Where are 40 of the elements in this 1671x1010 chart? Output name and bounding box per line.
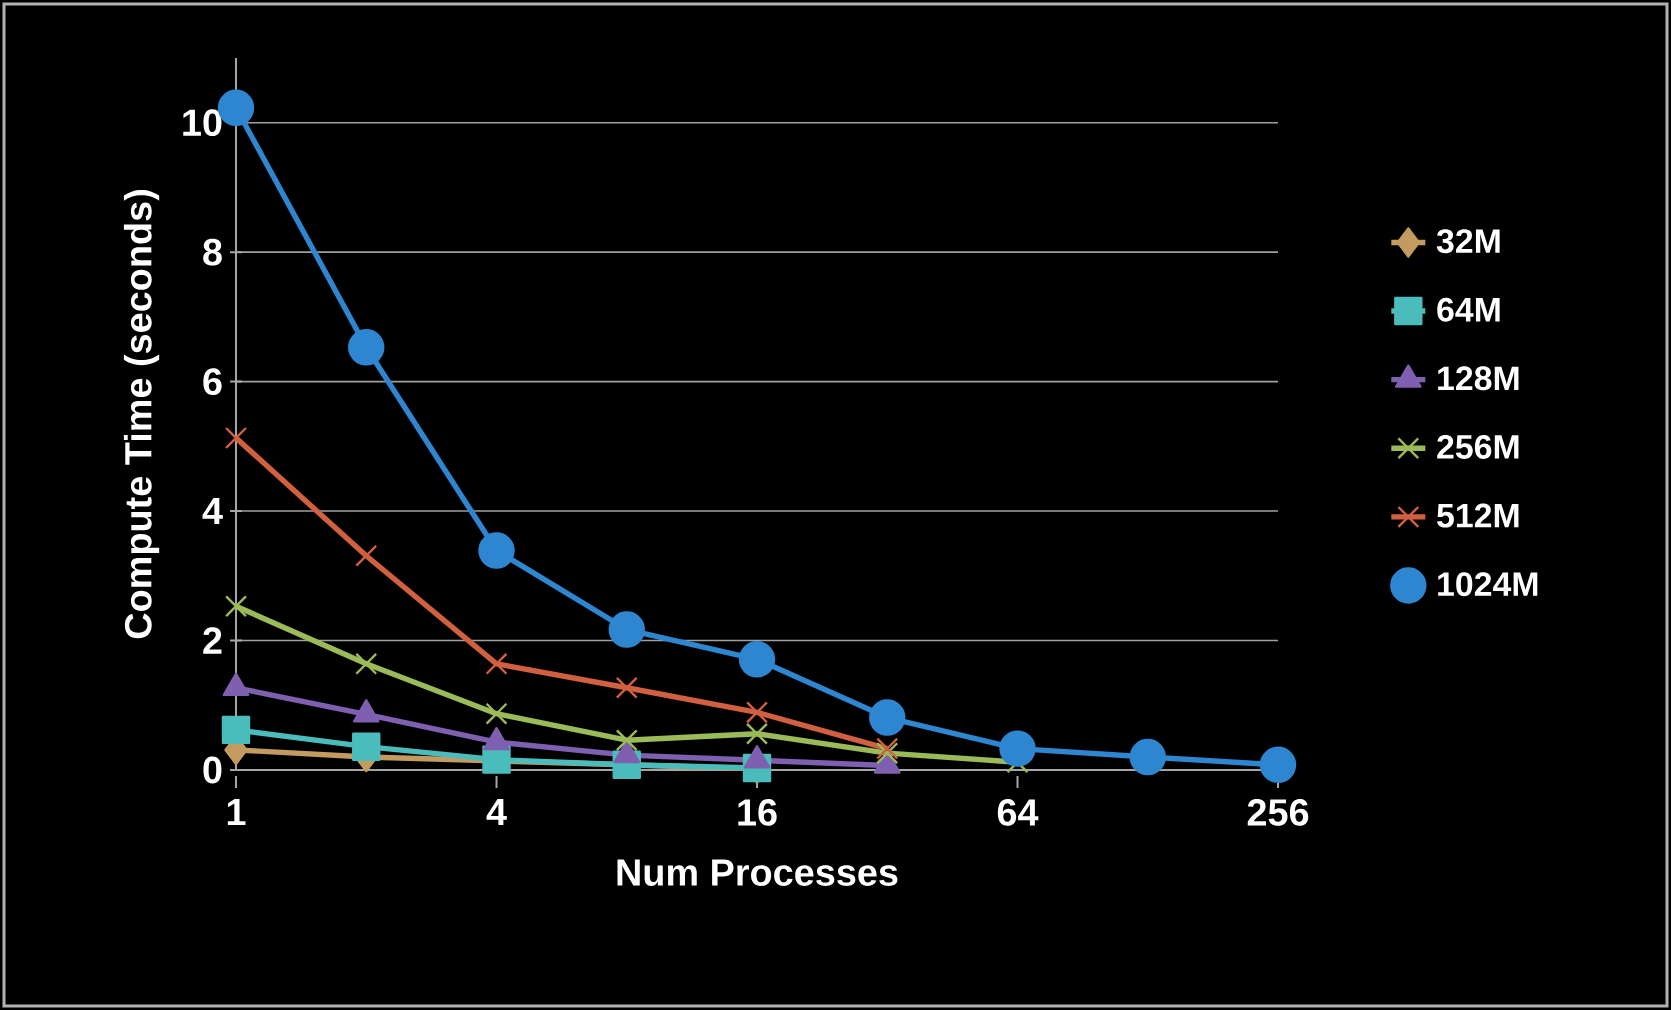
y-tick-label: 4 [202, 498, 223, 525]
point [348, 329, 385, 366]
y-tick-label: 2 [203, 627, 222, 654]
y-tick-label: 10 [183, 109, 222, 137]
point [485, 652, 508, 675]
legend-label: 256M [1437, 434, 1519, 459]
point [355, 652, 378, 675]
x-tick-label: 4 [486, 799, 507, 826]
legend-label: 64M [1437, 297, 1500, 322]
point [999, 730, 1036, 767]
y-tick-label: 6 [203, 368, 222, 396]
x-tick-label: 1 [227, 799, 246, 826]
y-tick-label: 8 [203, 238, 222, 266]
point [615, 676, 638, 699]
x-tick-label: 16 [738, 799, 777, 826]
legend-label: 1024M [1438, 572, 1538, 597]
point [224, 426, 248, 450]
point [1259, 746, 1297, 783]
point [738, 641, 776, 678]
point [615, 729, 638, 752]
point [876, 742, 899, 765]
legend-label: 32M [1436, 229, 1500, 254]
point [876, 737, 899, 760]
point [478, 532, 515, 569]
x-tick-label: 64 [997, 799, 1039, 826]
x-axis-title: Num Processes [617, 859, 898, 886]
point [608, 611, 645, 648]
x-tick-label: 256 [1247, 799, 1309, 826]
point [1129, 738, 1166, 776]
point [745, 701, 769, 724]
point [352, 732, 381, 761]
legend-label: 512M [1437, 503, 1519, 528]
point [221, 715, 251, 745]
point [745, 722, 769, 745]
point [869, 699, 906, 736]
point [485, 702, 508, 725]
y-tick-label: 0 [203, 756, 222, 784]
point [224, 595, 248, 618]
legend-label: 128M [1438, 366, 1519, 391]
y-axis-title: Compute Time (seconds) [123, 190, 160, 639]
